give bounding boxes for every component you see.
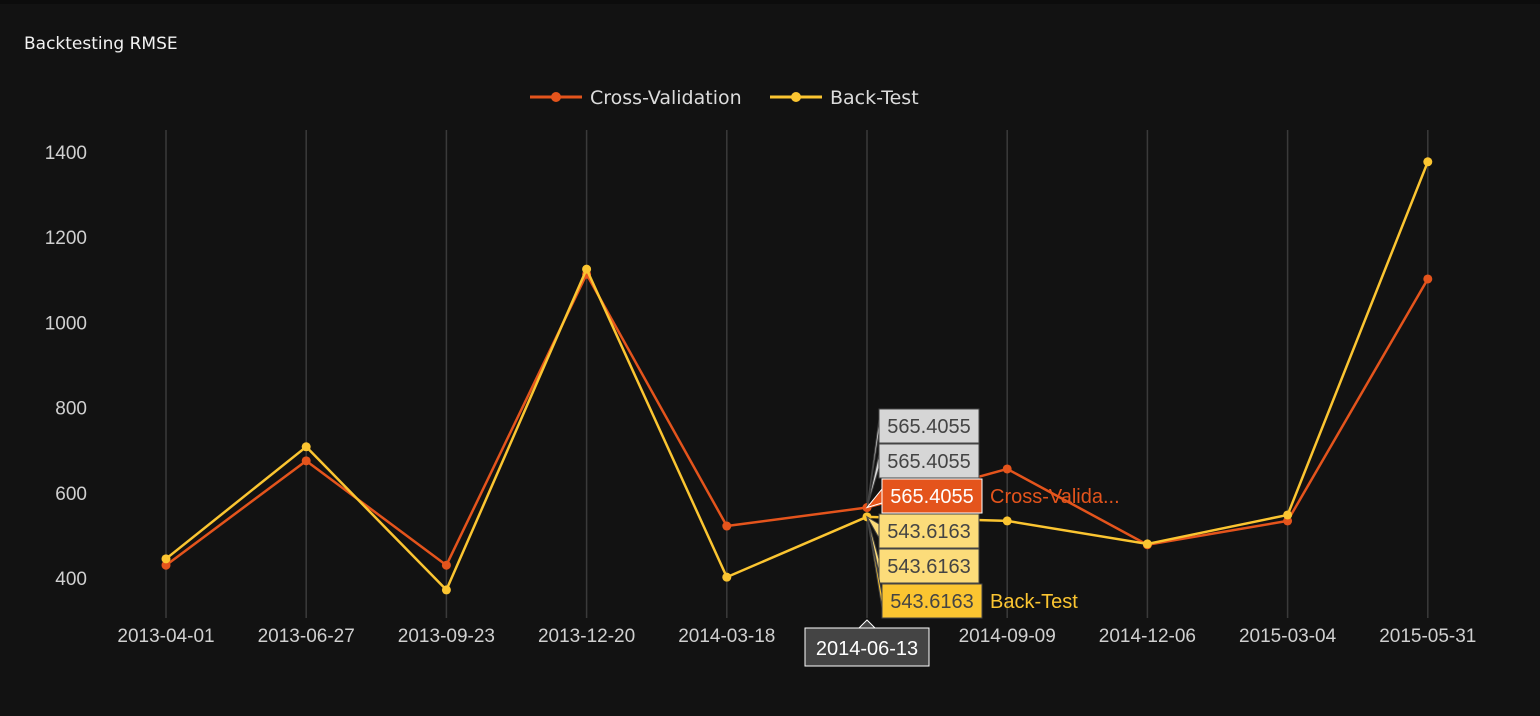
top-border (0, 0, 1540, 4)
x-tick-label: 2015-05-31 (1379, 626, 1476, 647)
hover-label: 565.4055 (866, 443, 980, 508)
data-point[interactable] (1283, 510, 1293, 520)
y-tick-label: 1200 (45, 228, 87, 249)
data-point[interactable] (1142, 539, 1152, 549)
legend-item-back-test[interactable]: Back-Test (770, 87, 919, 109)
hover-series-name: Back-Test (990, 591, 1078, 613)
y-tick-label: 600 (55, 484, 87, 505)
data-point[interactable] (301, 442, 311, 452)
data-point[interactable] (1423, 157, 1433, 167)
svg-text:565.4055: 565.4055 (887, 451, 970, 473)
x-tick-label: 2014-12-06 (1099, 626, 1196, 647)
data-point[interactable] (441, 560, 451, 570)
y-tick-label: 400 (55, 569, 87, 590)
x-tick-label: 2015-03-04 (1239, 626, 1337, 647)
hover-label: 543.6163 Back-Test (866, 516, 1078, 619)
x-tick-label: 2013-09-23 (398, 626, 495, 647)
y-tick-label: 1400 (45, 143, 87, 164)
hover-label: 565.4055 (866, 408, 980, 508)
data-point[interactable] (161, 554, 171, 564)
y-axis: 400 600 800 1000 1200 1400 (45, 143, 87, 590)
legend: Cross-Validation Back-Test (530, 87, 919, 109)
svg-text:565.4055: 565.4055 (887, 416, 970, 438)
grid-lines (165, 130, 1429, 618)
series-back-test[interactable] (161, 157, 1433, 595)
data-point[interactable] (1423, 274, 1433, 284)
y-tick-label: 800 (55, 399, 87, 420)
x-tick-label: 2014-03-18 (678, 626, 775, 647)
hover-label: 543.6163 (866, 516, 980, 584)
hover-label: 565.4055 Cross-Valida... (865, 478, 1120, 514)
svg-text:543.6163: 543.6163 (887, 556, 970, 578)
data-point[interactable] (582, 264, 592, 274)
hover-x-label: 2014-06-13 (804, 619, 930, 667)
legend-item-cross-validation[interactable]: Cross-Validation (530, 87, 742, 109)
data-point[interactable] (441, 585, 451, 595)
hover-label: 543.6163 (865, 513, 980, 549)
data-point[interactable] (161, 560, 171, 570)
data-point[interactable] (1002, 516, 1012, 526)
svg-text:2014-06-13: 2014-06-13 (816, 638, 918, 660)
svg-text:565.4055: 565.4055 (890, 486, 973, 508)
data-point[interactable] (722, 572, 732, 582)
chart-title: Backtesting RMSE (24, 34, 178, 54)
x-tick-label: 2013-06-27 (258, 626, 355, 647)
legend-label: Cross-Validation (590, 87, 742, 109)
data-point[interactable] (301, 456, 311, 466)
legend-label: Back-Test (830, 87, 919, 109)
data-point[interactable] (722, 521, 732, 531)
x-axis: 2013-04-01 2013-06-27 2013-09-23 2013-12-20… (117, 626, 1476, 647)
x-tick-label: 2013-04-01 (117, 626, 214, 647)
hover-series-name: Cross-Valida... (990, 486, 1120, 508)
x-tick-label: 2014-09-09 (959, 626, 1056, 647)
svg-text:543.6163: 543.6163 (887, 521, 970, 543)
svg-text:543.6163: 543.6163 (890, 591, 973, 613)
y-tick-label: 1000 (45, 313, 87, 334)
series-lines[interactable] (161, 157, 1433, 595)
x-tick-label: 2013-12-20 (538, 626, 635, 647)
data-point[interactable] (1002, 464, 1012, 474)
